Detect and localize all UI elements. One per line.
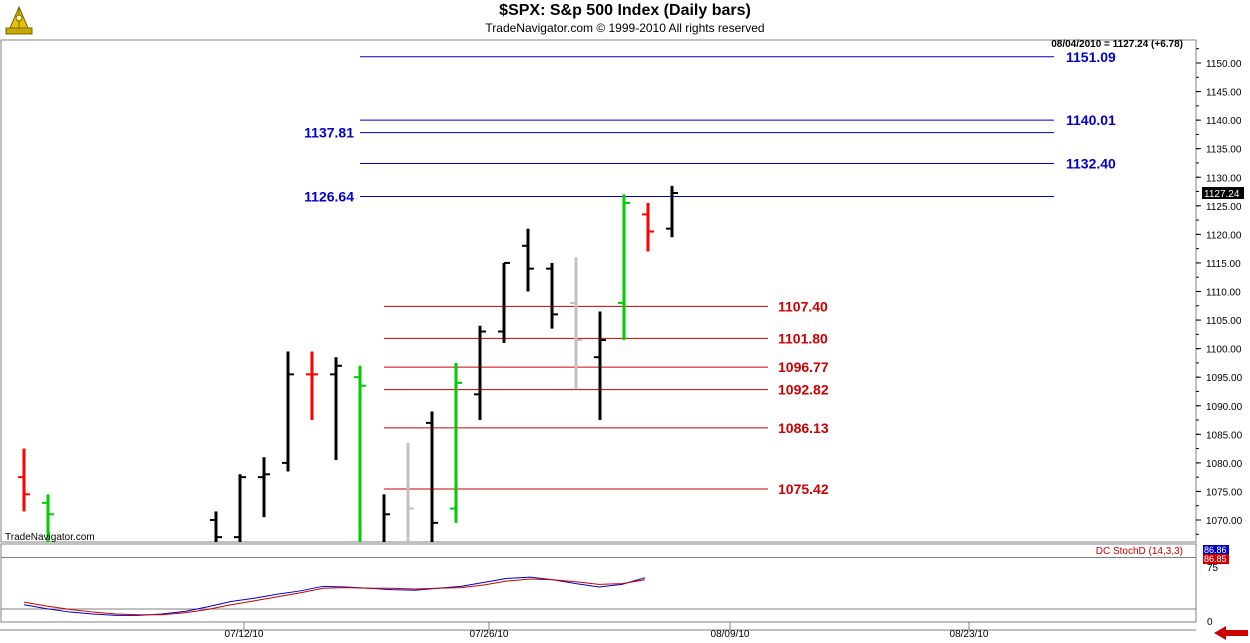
resistance-label: 1137.81 [304,125,354,141]
price-tick-label: 1145.00 [1206,88,1242,99]
watermark: TradeNavigator.com [5,532,95,543]
left-arrow-icon[interactable] [1214,626,1248,640]
stoch-k-value: 86.86 [1204,545,1227,555]
x-tick-label: 08/09/10 [711,629,750,640]
indicator-name: DC StochD (14,3,3) [1096,546,1183,557]
resistance-label: 1140.01 [1066,112,1116,128]
chart-header: $SPX: S&p 500 Index (Daily bars) TradeNa… [0,0,1250,40]
price-tick-label: 1070.00 [1206,516,1243,527]
x-tick-label: 07/12/10 [225,629,264,640]
stoch-d-line [23,578,646,616]
chart-subtitle: TradeNavigator.com © 1999-2010 All right… [485,21,765,35]
resistance-label: 1151.09 [1066,49,1116,65]
support-label: 1107.40 [778,298,828,314]
price-tick-label: 1130.00 [1206,173,1242,184]
price-tick-label: 1125.00 [1206,202,1242,213]
indicator-tick-label: 75 [1207,563,1219,574]
price-tick-label: 1110.00 [1206,288,1241,299]
chart-title: $SPX: S&p 500 Index (Daily bars) [499,2,751,19]
resistance-label: 1132.40 [1066,156,1116,172]
price-tick-label: 1095.00 [1206,373,1243,384]
price-tick-label: 1140.00 [1206,116,1242,127]
price-tick-label: 1115.00 [1206,259,1241,270]
indicator-panel [0,543,1197,623]
support-label: 1092.82 [778,382,829,398]
resistance-label: 1126.64 [304,188,354,204]
support-label: 1075.42 [778,481,829,497]
price-tick-label: 1150.00 [1206,59,1242,70]
stoch-k-line [23,576,646,616]
indicator-tick-label: 0 [1207,617,1213,628]
stoch-k-value-tag [1203,545,1229,555]
x-tick-label: 07/26/10 [470,629,509,640]
last-price-tag [1202,187,1244,200]
x-tick-label: 08/23/10 [950,629,989,640]
price-tick-label: 1075.00 [1206,487,1243,498]
support-label: 1086.13 [778,420,829,436]
price-tick-label: 1120.00 [1206,230,1242,241]
compass-logo-icon[interactable] [4,4,34,36]
stoch-d-value: 86.85 [1204,554,1227,564]
price-tick-label: 1135.00 [1206,145,1242,156]
support-label: 1101.80 [778,330,828,346]
price-tick-label: 1080.00 [1206,459,1243,470]
price-readout: 08/04/2010 = 1127.24 (+6.78) [1051,39,1183,50]
last-price-tag-label: 1127.24 [1204,189,1240,200]
price-tick-label: 1085.00 [1206,430,1243,441]
stoch-d-value-tag [1203,554,1229,564]
price-tick-label: 1090.00 [1206,402,1243,413]
support-label: 1096.77 [778,359,829,375]
price-tick-label: 1100.00 [1206,345,1242,356]
price-tick-label: 1105.00 [1206,316,1242,327]
